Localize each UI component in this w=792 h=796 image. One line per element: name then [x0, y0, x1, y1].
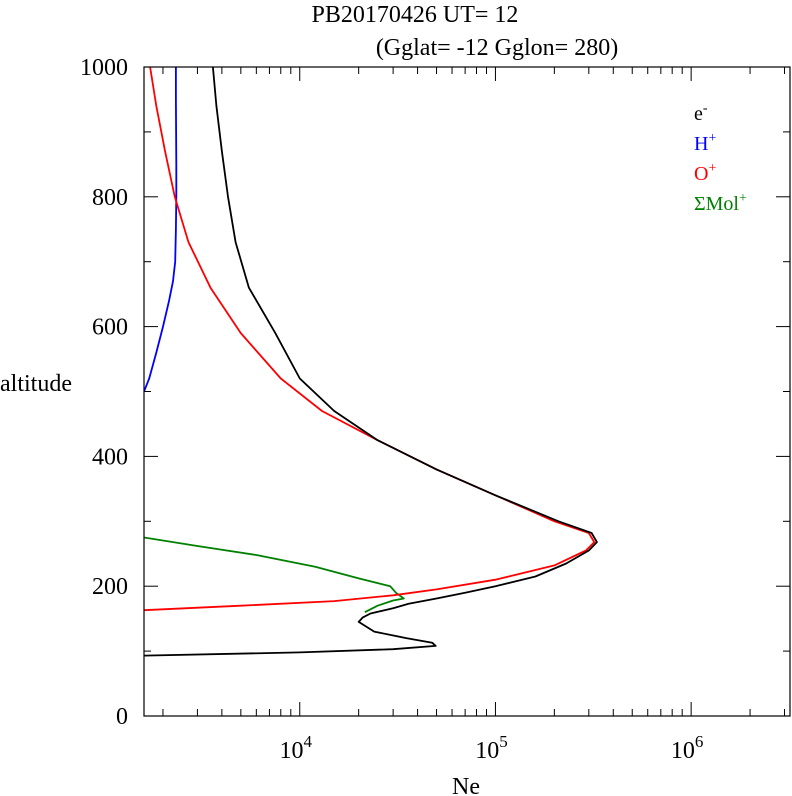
y-tick-label: 0 [116, 704, 128, 730]
legend-entry: e- [694, 101, 708, 125]
x-axis-label: Ne [452, 774, 480, 796]
series-line-o-plus [144, 67, 596, 612]
y-tick-label: 800 [92, 185, 128, 211]
y-tick-label: 400 [92, 444, 128, 470]
chart-subtitle: (Gglat= -12 Gglon= 280) [376, 35, 618, 61]
legend-superscript: + [739, 191, 747, 206]
legend-entry: H+ [694, 131, 716, 155]
y-tick-label: 600 [92, 315, 128, 341]
y-tick-label: 1000 [80, 55, 128, 81]
x-tick-base: 10 [475, 738, 499, 764]
series-line-mol-plus [144, 536, 405, 614]
legend-label: ΣMol [694, 193, 739, 215]
legend-superscript: + [708, 161, 716, 176]
x-tick-exponent: 4 [304, 732, 313, 751]
x-tick-base: 10 [671, 738, 695, 764]
x-tick-label: 106 [671, 732, 704, 764]
legend-label: O [694, 163, 708, 185]
legend: e-H+O+ΣMol+ [694, 101, 747, 215]
x-tick-base: 10 [280, 738, 304, 764]
y-tick-label: 200 [92, 574, 128, 600]
plot-frame [143, 66, 791, 717]
legend-superscript: - [703, 101, 708, 116]
x-tick-exponent: 6 [695, 732, 704, 751]
legend-entry: ΣMol+ [694, 191, 747, 215]
legend-label: H [694, 133, 708, 155]
legend-superscript: + [708, 131, 716, 146]
series-lines [144, 67, 598, 657]
legend-label: e [694, 103, 703, 125]
legend-entry: O+ [694, 161, 716, 185]
x-tick-label: 104 [280, 732, 313, 764]
chart-title: PB20170426 UT= 12 [312, 2, 519, 28]
series-line-e-minus [144, 67, 598, 657]
y-axis-label: altitude [0, 371, 72, 397]
axis-ticks [144, 66, 790, 717]
x-tick-exponent: 5 [499, 732, 508, 751]
x-tick-label: 105 [475, 732, 507, 764]
series-line-h-plus [144, 67, 178, 392]
